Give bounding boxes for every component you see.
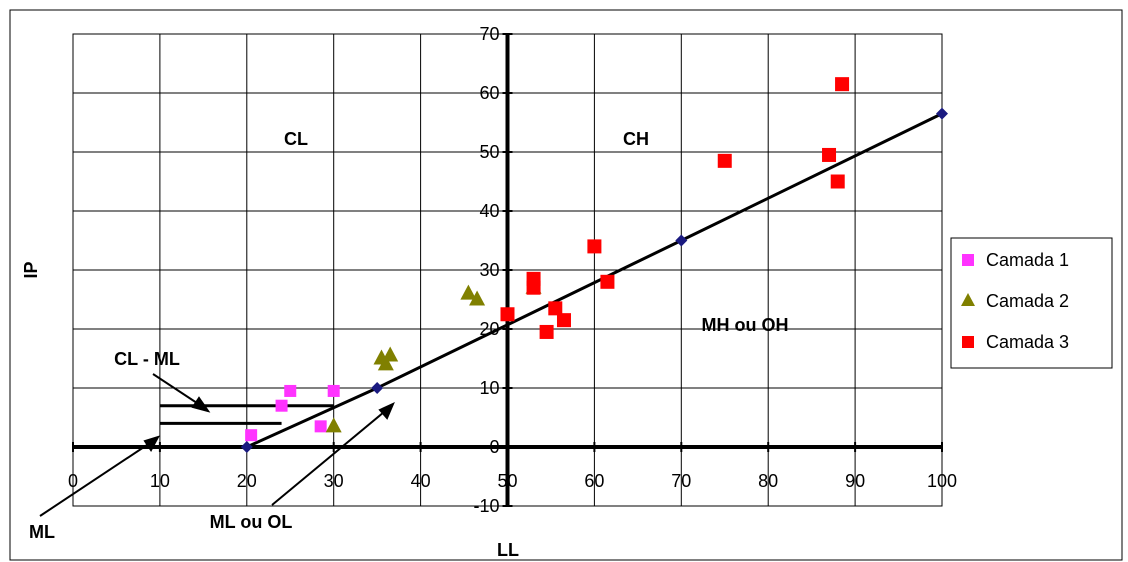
point-camada-3 <box>526 280 541 295</box>
y-tick-label: 50 <box>479 142 499 162</box>
point-camada-2 <box>325 417 342 433</box>
arrow-ml <box>39 442 151 517</box>
point-camada-2 <box>460 284 477 300</box>
a-line-marker <box>240 441 253 453</box>
zone-label-mh-oh: MH ou OH <box>702 315 789 335</box>
zone-label-ch: CH <box>623 129 649 149</box>
x-tick-label: 100 <box>927 471 957 491</box>
x-tick-label: 90 <box>845 471 865 491</box>
point-camada-2 <box>469 290 486 306</box>
point-camada-3 <box>835 77 850 92</box>
point-camada-3 <box>822 147 837 162</box>
point-camada-1 <box>314 420 327 433</box>
point-camada-1 <box>327 384 340 397</box>
a-line-path <box>246 112 943 449</box>
legend-marker-camada-3 <box>962 336 974 348</box>
legend-marker-camada-1 <box>962 254 974 266</box>
x-axis-label: LL <box>497 540 519 560</box>
annotation-arrows <box>39 373 395 517</box>
y-tick-label: 10 <box>479 378 499 398</box>
y-tick-label: 0 <box>489 437 499 457</box>
legend-label-camada-2: Camada 2 <box>986 291 1069 311</box>
a-line-marker <box>936 107 948 120</box>
point-camada-2 <box>377 355 394 371</box>
point-camada-3 <box>600 274 615 289</box>
zone-label-cl: CL <box>284 129 308 149</box>
point-camada-1 <box>284 384 297 397</box>
point-camada-1 <box>245 429 258 442</box>
point-camada-3 <box>830 174 845 189</box>
point-camada-3 <box>500 307 515 322</box>
y-tick-label: 60 <box>479 83 499 103</box>
x-tick-label: 70 <box>671 471 691 491</box>
reference-lines <box>159 404 334 425</box>
arrow-ml-head <box>143 435 161 452</box>
a-line-marker <box>675 234 688 247</box>
x-tick-label: 10 <box>150 471 170 491</box>
legend-box <box>950 237 1113 369</box>
y-tick-label: 40 <box>479 201 499 221</box>
zone-label-ml: ML <box>29 522 55 542</box>
zone-label-ml-ou-ol: ML ou OL <box>210 512 293 532</box>
tick-labels: 0 10 20 30 40 50 60 70 80 90 100 -10 0 10 20 30 40 50 60 70 <box>68 24 957 516</box>
y-axis-label: IP <box>21 261 41 278</box>
point-camada-2 <box>382 346 399 362</box>
a-line <box>240 107 948 453</box>
zone-label-cl-ml: CL - ML <box>114 349 180 369</box>
legend: Camada 1 Camada 2 Camada 3 <box>950 237 1113 369</box>
arrow-ml-ou-ol <box>271 411 385 506</box>
data-points <box>245 77 850 442</box>
point-camada-3 <box>539 324 554 339</box>
point-camada-1 <box>275 399 288 412</box>
point-camada-3 <box>548 301 563 316</box>
x-tick-label: 30 <box>324 471 344 491</box>
y-tick-label: 70 <box>479 24 499 44</box>
legend-label-camada-3: Camada 3 <box>986 332 1069 352</box>
x-tick-label: 50 <box>497 471 517 491</box>
y-tick-label: 30 <box>479 260 499 280</box>
arrow-ml-ou-ol-head <box>378 402 395 420</box>
a-line-marker <box>371 382 384 394</box>
x-tick-label: 80 <box>758 471 778 491</box>
legend-label-camada-1: Camada 1 <box>986 250 1069 270</box>
x-tick-label: 0 <box>68 471 78 491</box>
x-tick-label: 20 <box>237 471 257 491</box>
x-tick-label: 60 <box>584 471 604 491</box>
point-camada-3 <box>717 153 732 168</box>
arrow-cl-ml <box>152 373 201 406</box>
y-tick-label: 20 <box>479 319 499 339</box>
arrow-cl-ml-head <box>191 396 211 413</box>
x-tick-label: 40 <box>411 471 431 491</box>
axes <box>72 33 943 507</box>
y-tick-label: -10 <box>473 496 499 516</box>
point-camada-3 <box>587 239 602 254</box>
point-camada-3 <box>556 313 571 328</box>
legend-marker-camada-2 <box>961 293 975 306</box>
